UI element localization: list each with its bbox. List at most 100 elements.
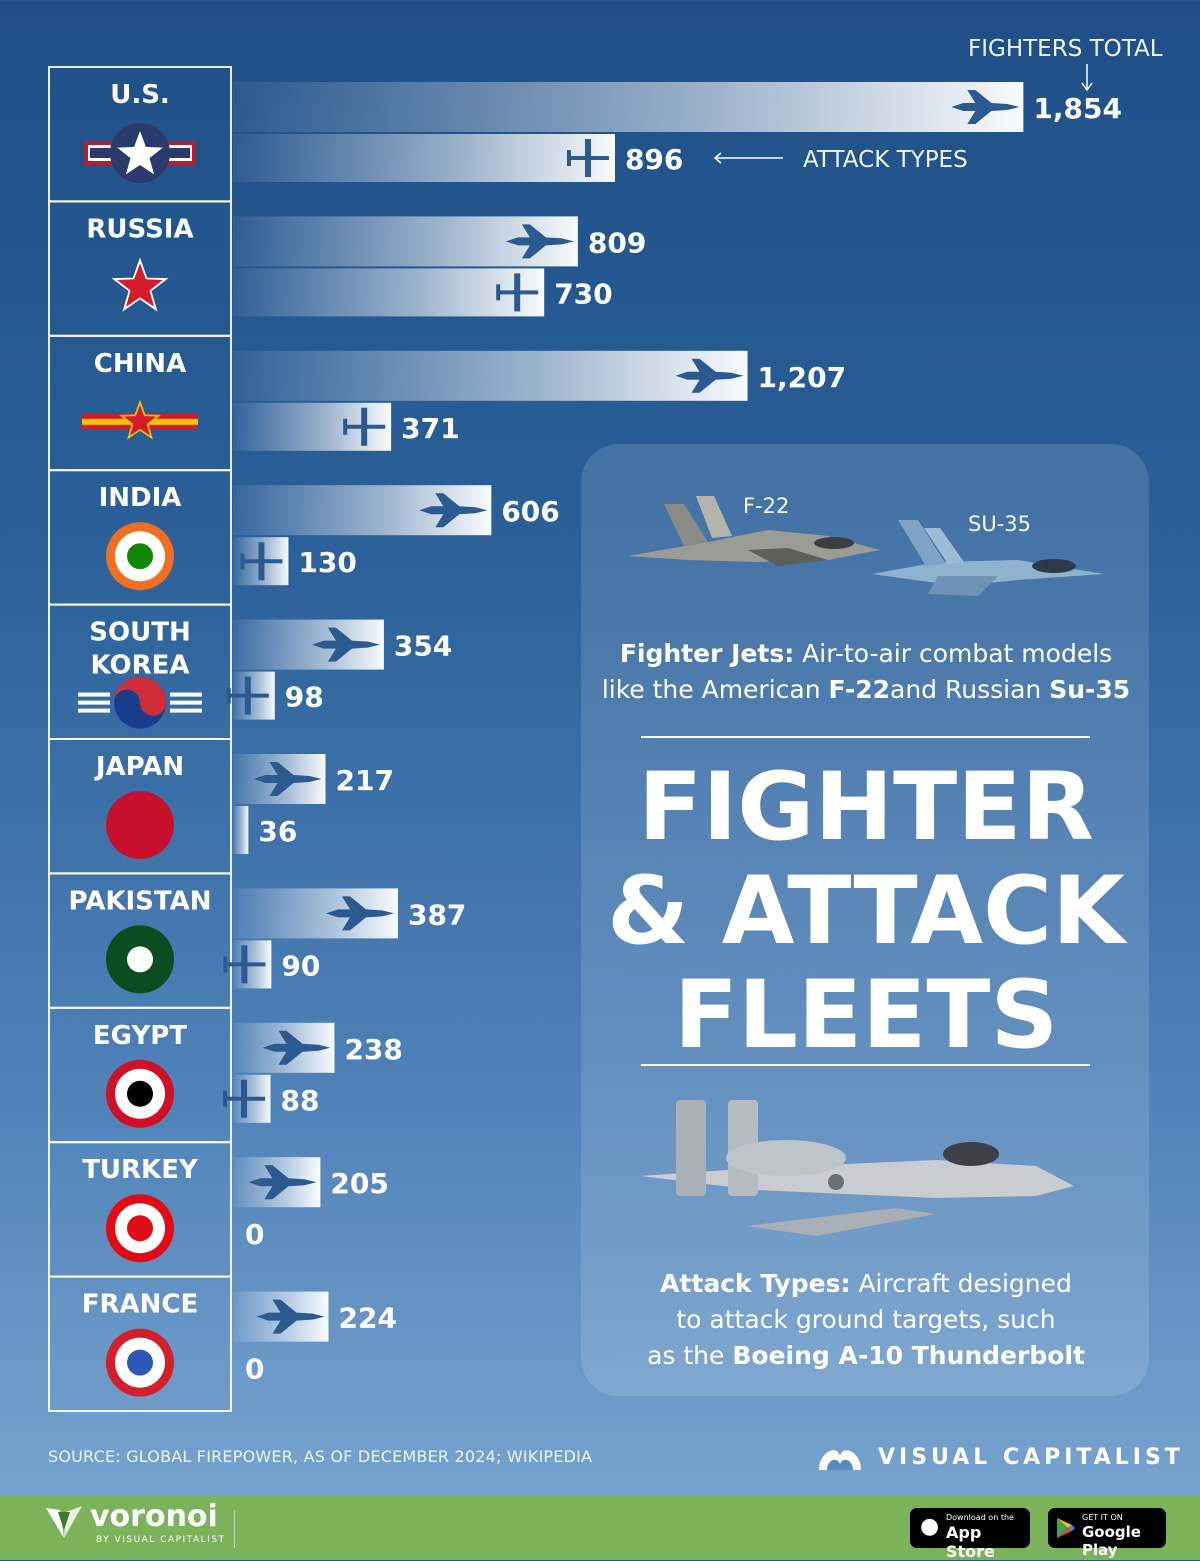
roundel-center [127, 1080, 153, 1107]
f22-image [628, 496, 880, 566]
attack-plane-icon [223, 945, 266, 984]
attack-types-a10: Boeing A-10 Thunderbolt [732, 1341, 1085, 1370]
app-store-small-label: Download on the [946, 1513, 1014, 1522]
attack-value-label: 130 [298, 546, 356, 579]
roundel-center [127, 543, 153, 570]
fighter-jets-line2: like the American F-22and Russian Su-35 [583, 672, 1149, 708]
fighters-value-label: 217 [336, 764, 394, 797]
fighter-jets-f22: F-22 [828, 675, 890, 704]
main-title-line1: FIGHTER [638, 753, 1094, 862]
fighter-jets-text1: Air-to-air combat models [794, 639, 1113, 668]
fighter-jet-icon [256, 1299, 325, 1334]
attack-types-description: Attack Types: Aircraft designed to attac… [583, 1266, 1149, 1374]
attack-bar [233, 806, 249, 854]
fighter-jets-text3: and Russian [890, 675, 1050, 704]
fighters-value-label: 1,854 [1033, 92, 1122, 125]
korea-bar-left [78, 700, 110, 705]
fighter-jets-heading: Fighter Jets: [619, 639, 795, 668]
attack-types-line3: as the Boeing A-10 Thunderbolt [583, 1338, 1149, 1374]
country-label: FRANCE [82, 1290, 199, 1320]
google-play-small-label: GET IT ON [1082, 1513, 1123, 1522]
main-title-line2: & ATTACK [607, 857, 1125, 966]
google-play-icon [1057, 1518, 1075, 1538]
attack-value-label: 371 [401, 412, 459, 445]
star-icon [117, 131, 163, 175]
attack-plane-icon [343, 407, 386, 446]
attack-types-heading: Attack Types: [660, 1269, 851, 1298]
chart-svg: U.S. 1,854 896 ATTACK TYPES RUSSIA 809 730 CHIN… [69, 80, 1122, 1397]
fighters-value-label: 606 [501, 495, 559, 528]
country-label: TURKEY [82, 1155, 199, 1185]
fighter-jets-description: Fighter Jets: Air-to-air combat models l… [583, 636, 1149, 708]
visual-capitalist-logo-icon [819, 1450, 861, 1470]
fighters-value-label: 387 [408, 898, 466, 931]
fighter-jets-line1: Fighter Jets: Air-to-air combat models [583, 636, 1149, 672]
su35-image [872, 520, 1104, 596]
attack-types-line2: to attack ground targets, such [676, 1305, 1056, 1334]
attack-types-arrowhead [713, 152, 722, 164]
title-divider-top [641, 736, 1090, 738]
korea-bar-right [170, 692, 202, 697]
fighter-jets-text2: like the American [601, 675, 829, 704]
attack-plane-icon [223, 1079, 265, 1118]
country-label: KOREA [91, 651, 190, 681]
voronoi-wordmark[interactable]: voronoi [90, 1499, 218, 1534]
fighter-jet-icon [505, 224, 574, 259]
visual-capitalist-wordmark: VISUAL CAPITALIST [878, 1445, 1184, 1470]
fighter-jet-icon [951, 90, 1020, 124]
app-store-button[interactable]: ● Download on the App Store [910, 1508, 1030, 1561]
country-label: JAPAN [94, 752, 184, 782]
fighter-jet-icon [311, 627, 380, 662]
russia-star-icon [117, 263, 163, 307]
country-label: CHINA [94, 349, 186, 379]
a10-image [640, 1100, 1074, 1236]
fighters-total-arrow [1081, 64, 1093, 92]
source-note: SOURCE: GLOBAL FIREPOWER, AS OF DECEMBER… [48, 1447, 593, 1466]
attack-bar [233, 268, 545, 317]
roundel-center [127, 946, 153, 973]
korea-bar-right [170, 700, 202, 705]
voronoi-logo-icon [46, 1506, 82, 1538]
fighter-jet-icon [675, 358, 744, 393]
fighter-jet-icon [325, 896, 394, 931]
country-label: INDIA [99, 483, 182, 513]
footer-separator [234, 1510, 235, 1548]
roundel-center [127, 812, 153, 838]
fighters-value-label: 205 [330, 1167, 388, 1200]
fighters-bar [233, 82, 1024, 132]
google-play-button[interactable]: GET IT ON Google Play [1048, 1508, 1166, 1559]
attack-types-text3: as the [647, 1341, 733, 1370]
fighters-value-label: 809 [588, 226, 646, 259]
attack-plane-icon [226, 676, 269, 715]
f22-label: F-22 [743, 494, 790, 518]
main-title-line3: FLEETS [673, 961, 1059, 1070]
attack-value-label: 88 [281, 1084, 320, 1117]
attack-value-label: 98 [285, 681, 324, 714]
fighter-jet-icon [248, 1165, 317, 1200]
attack-plane-icon [566, 139, 609, 177]
country-label: PAKISTAN [69, 886, 212, 916]
voronoi-subtitle: BY VISUAL CAPITALIST [96, 1535, 226, 1545]
apple-icon: ● [920, 1514, 940, 1539]
fighter-jet-icon [419, 493, 488, 528]
su35-label: SU-35 [968, 512, 1031, 536]
attack-value-label: 0 [245, 1353, 264, 1386]
china-star-icon [123, 404, 157, 436]
attack-value-label: 896 [625, 143, 683, 176]
country-label: EGYPT [93, 1021, 187, 1051]
korea-bar-left [78, 708, 110, 713]
roundel-center [127, 1349, 153, 1376]
attack-plane-icon [496, 273, 539, 312]
info-card [581, 444, 1149, 1396]
app-store-label: App Store [946, 1523, 995, 1561]
korea-bar-left [78, 692, 110, 697]
attack-types-line1: Attack Types: Aircraft designed [583, 1266, 1149, 1302]
country-label: U.S. [110, 80, 170, 110]
fighter-jet-icon [262, 1030, 331, 1065]
fighters-value-label: 354 [394, 630, 452, 663]
taeguk-red [114, 676, 166, 716]
attack-value-label: 730 [554, 277, 612, 310]
country-label: RUSSIA [86, 214, 193, 244]
title-divider-bottom [641, 1064, 1090, 1066]
google-play-label: Google Play [1082, 1523, 1141, 1559]
